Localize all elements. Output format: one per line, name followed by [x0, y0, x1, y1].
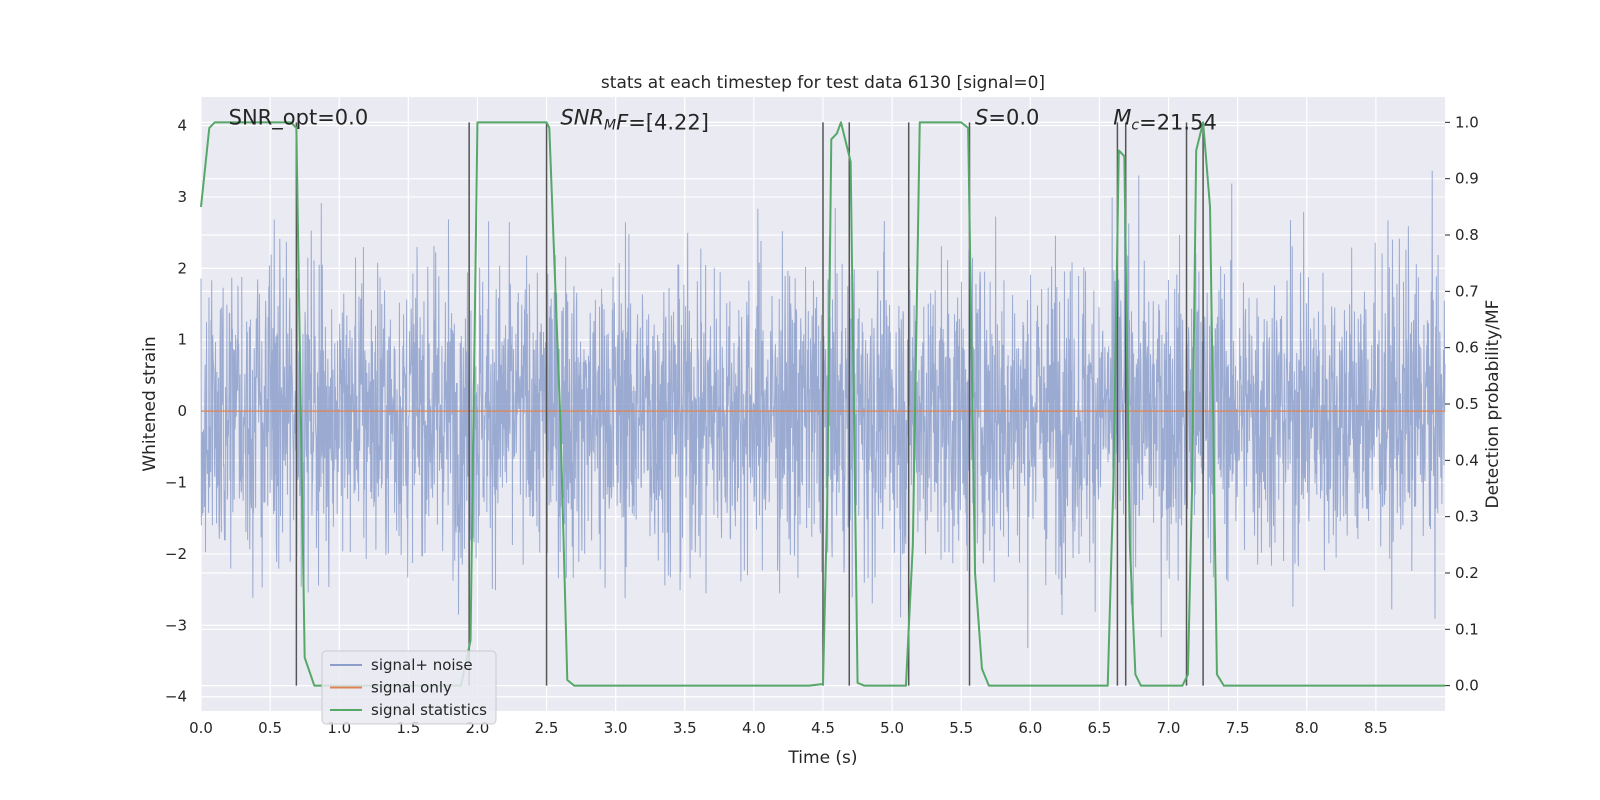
legend-label: signal+ noise	[371, 656, 473, 674]
y2-tick-label: 0.8	[1455, 226, 1479, 244]
y2-tick-label: 0.7	[1455, 282, 1479, 300]
y2-tick-label: 0.4	[1455, 451, 1479, 469]
y2-tick-label: 0.9	[1455, 170, 1479, 188]
x-tick-label: 7.0	[1157, 719, 1181, 737]
legend-label: signal only	[371, 679, 452, 697]
x-tick-label: 8.0	[1295, 719, 1319, 737]
y2-axis-label: Detection probability/MF	[1483, 300, 1503, 509]
chart-title: stats at each timestep for test data 613…	[601, 73, 1045, 93]
annotation-text: S=0.0	[975, 106, 1039, 130]
y-tick-label: 4	[177, 117, 187, 135]
y-tick-label: 2	[177, 259, 187, 277]
x-tick-label: 5.0	[880, 719, 904, 737]
x-tick-label: 0.0	[189, 719, 213, 737]
legend-label: signal statistics	[371, 701, 487, 719]
y-axis-label: Whitened strain	[140, 336, 160, 471]
annotation-text: SNRMF=[4.22]	[560, 106, 709, 135]
y2-tick-label: 0.6	[1455, 339, 1479, 357]
x-tick-label: 3.0	[604, 719, 628, 737]
annotations: SNR_opt=0.0 SNRMF=[4.22] S=0.0 Mc=21.54	[229, 106, 1217, 135]
annotation-text: Mc=21.54	[1113, 106, 1217, 135]
y-axis-ticks: 4 3 2 1 0 −1 −2 −3 −4	[165, 117, 187, 706]
y-tick-label: −1	[165, 474, 187, 492]
x-tick-label: 5.5	[949, 719, 973, 737]
vertical-markers	[295, 122, 1204, 686]
x-axis-ticks: 0.0 0.5 1.0 1.5 2.0 2.5 3.0 3.5 4.0 4.5 5.0 5.5 6.0 6…	[189, 719, 1388, 737]
y2-axis-ticks: 1.0 0.9 0.8 0.7 0.6 0.5 0.4 0.3 0.2 0.1 0.0	[1445, 113, 1479, 695]
y2-tick-label: 0.2	[1455, 564, 1479, 582]
y-tick-label: −3	[165, 616, 187, 634]
x-tick-label: 4.0	[742, 719, 766, 737]
y-tick-label: −4	[165, 688, 187, 706]
x-axis-label: Time (s)	[787, 748, 857, 768]
y2-tick-label: 1.0	[1455, 113, 1479, 131]
x-tick-label: 6.5	[1088, 719, 1112, 737]
x-tick-label: 4.5	[811, 719, 835, 737]
annotation-text: SNR_opt=0.0	[229, 106, 369, 131]
legend: signal+ noise signal only signal statistic…	[321, 650, 497, 725]
legend-box	[321, 650, 497, 725]
x-tick-label: 3.5	[673, 719, 697, 737]
x-tick-label: 7.5	[1226, 719, 1250, 737]
y2-tick-label: 0.3	[1455, 508, 1479, 526]
x-tick-label: 8.5	[1364, 719, 1388, 737]
x-tick-label: 6.0	[1018, 719, 1042, 737]
y2-tick-label: 0.5	[1455, 395, 1479, 413]
y-tick-label: 0	[177, 402, 187, 420]
y2-tick-label: 0.0	[1455, 677, 1479, 695]
x-tick-label: 2.5	[535, 719, 559, 737]
y-tick-label: 3	[177, 188, 187, 206]
y-tick-label: −2	[165, 545, 187, 563]
x-tick-label: 0.5	[258, 719, 282, 737]
y2-tick-label: 0.1	[1455, 620, 1479, 638]
y-tick-label: 1	[177, 331, 187, 349]
